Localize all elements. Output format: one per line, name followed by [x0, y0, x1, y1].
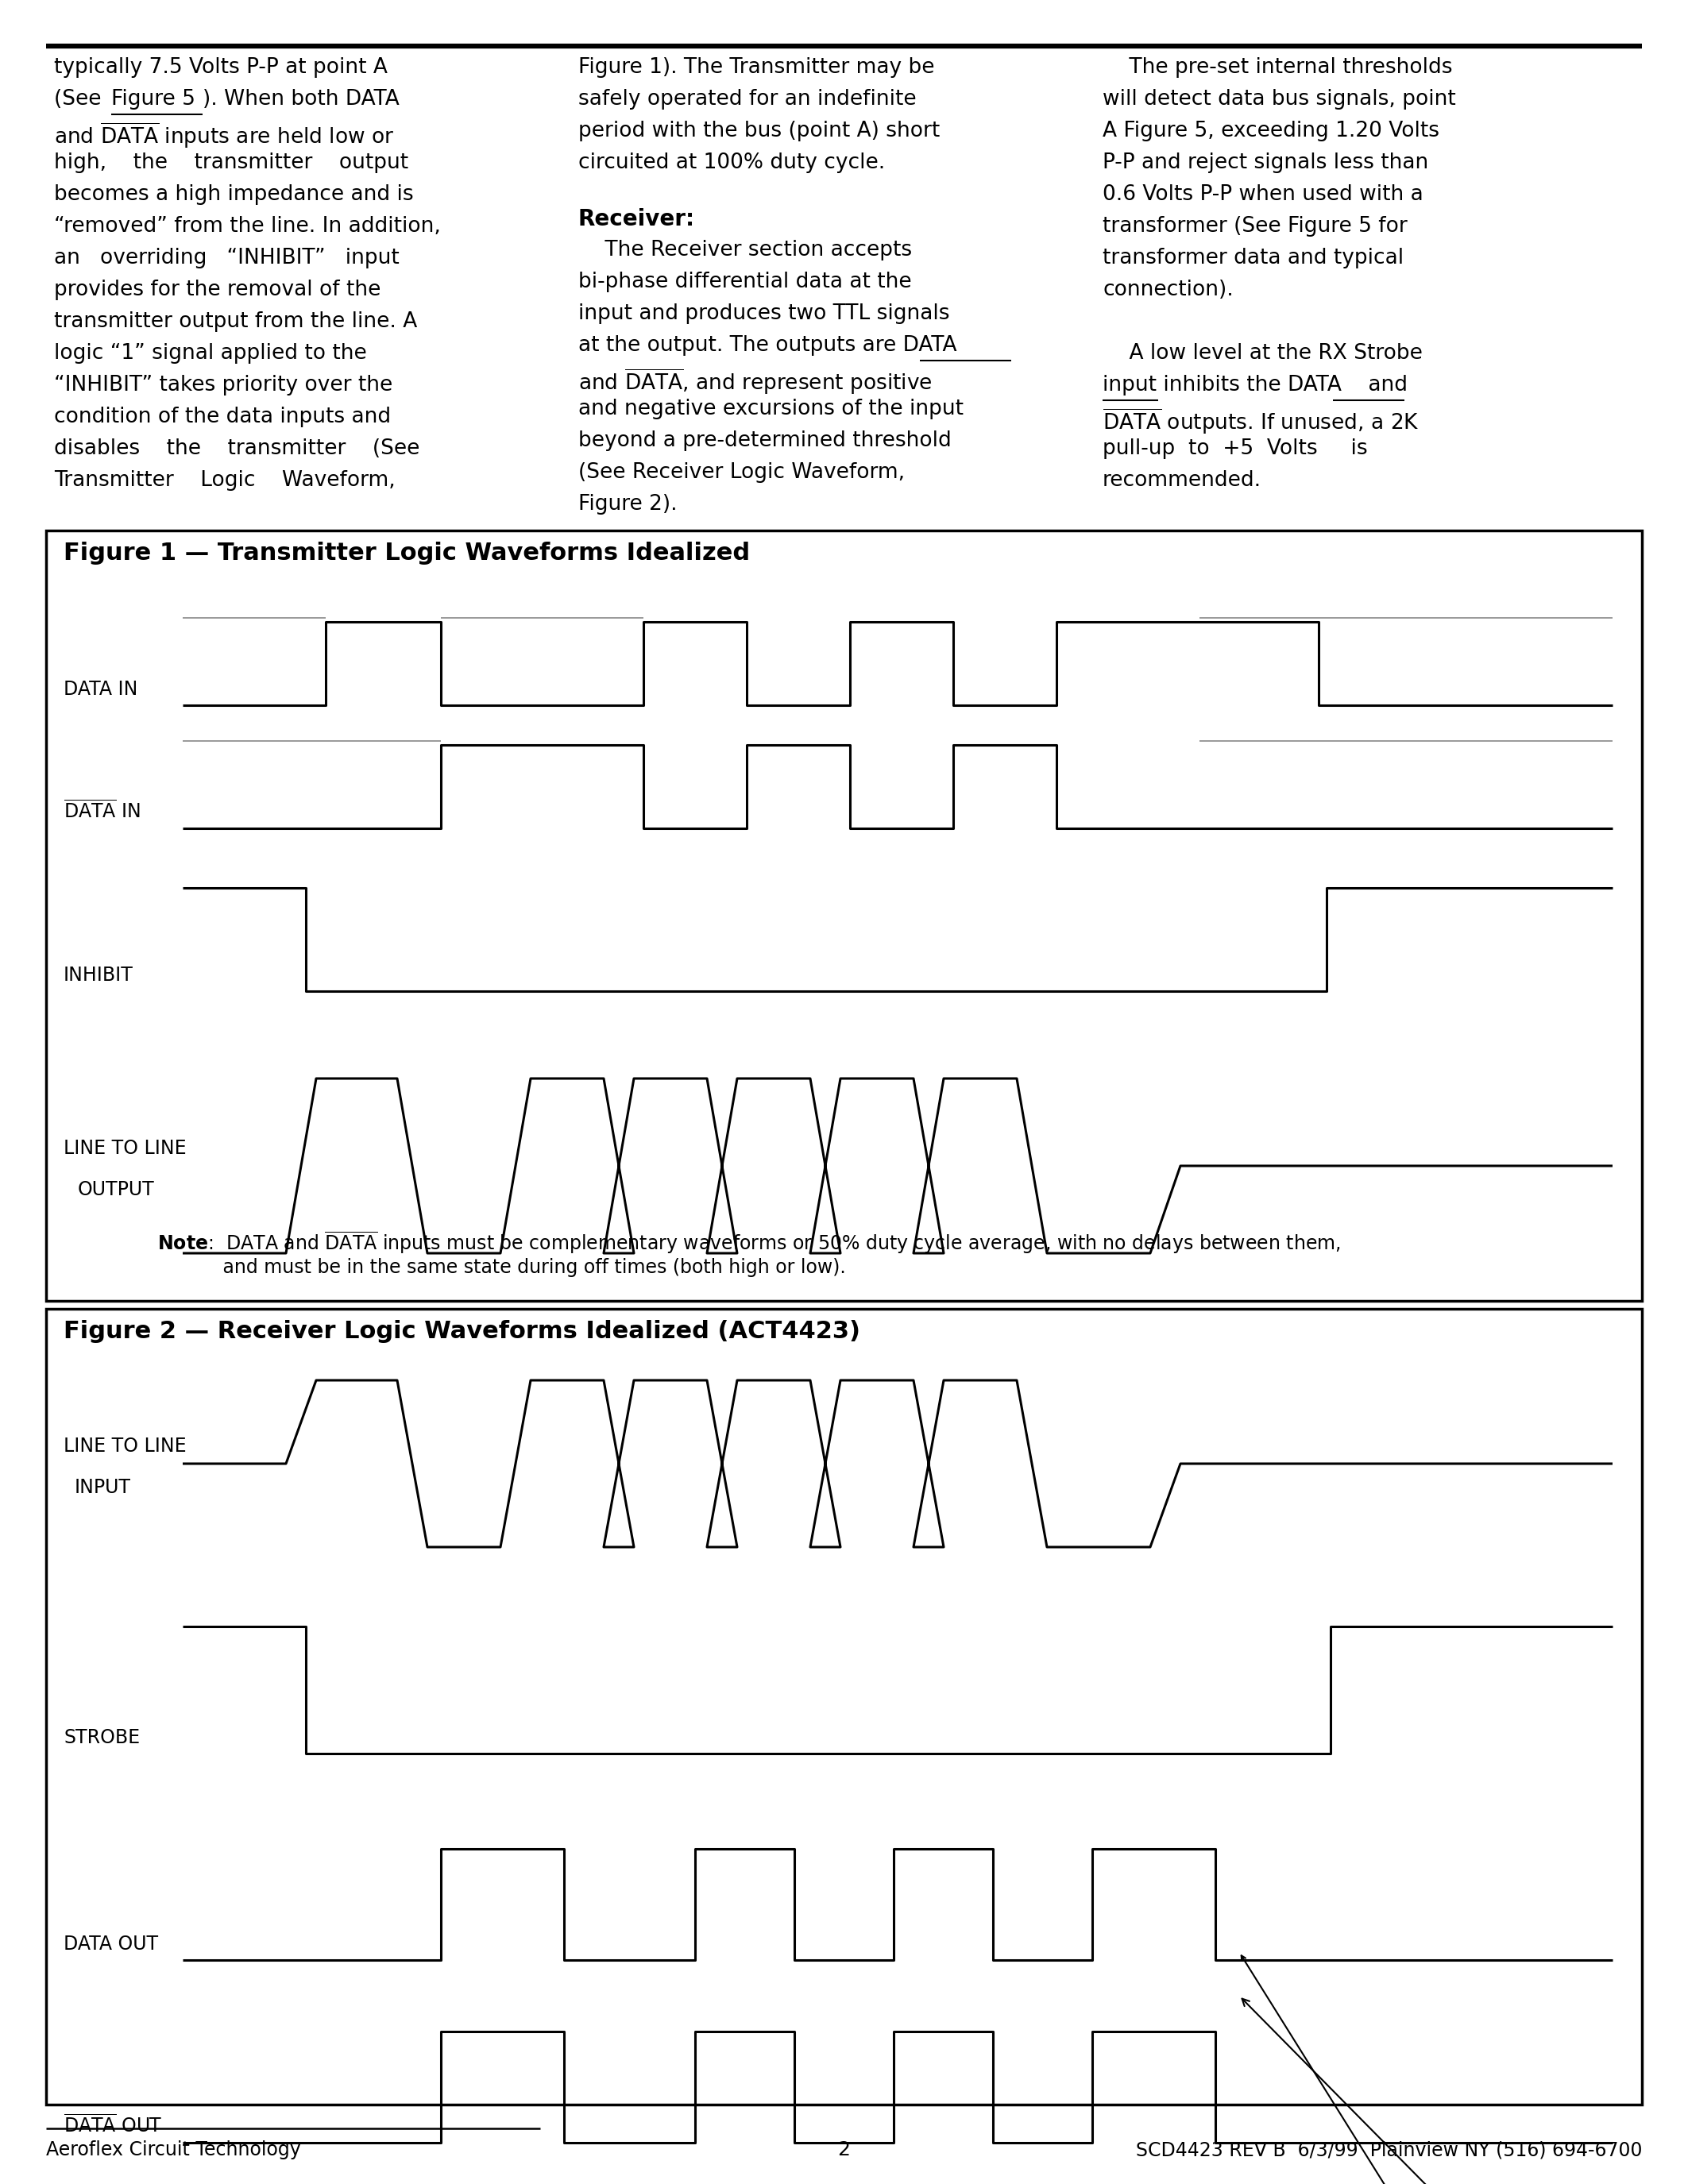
Text: input inhibits the DATA    and: input inhibits the DATA and [1102, 376, 1408, 395]
Text: ). When both DATA: ). When both DATA [203, 90, 400, 109]
Text: high,    the    transmitter    output: high, the transmitter output [54, 153, 408, 173]
Text: (See Receiver Logic Waveform,: (See Receiver Logic Waveform, [579, 463, 905, 483]
Text: STROBE: STROBE [64, 1728, 140, 1747]
Text: safely operated for an indefinite: safely operated for an indefinite [579, 90, 917, 109]
Text: transformer (See Figure 5 for: transformer (See Figure 5 for [1102, 216, 1408, 236]
Text: $\overline{\mathrm{DATA}}$ IN: $\overline{\mathrm{DATA}}$ IN [64, 799, 140, 821]
Text: A low level at the RX Strobe: A low level at the RX Strobe [1102, 343, 1423, 365]
Text: at the output. The outputs are DATA: at the output. The outputs are DATA [579, 334, 957, 356]
Text: 2: 2 [837, 2140, 851, 2160]
Text: (See: (See [54, 90, 108, 109]
Text: LINE TO LINE: LINE TO LINE [64, 1437, 186, 1457]
Text: transmitter output from the line. A: transmitter output from the line. A [54, 312, 417, 332]
Text: an   overriding   “INHIBIT”   input: an overriding “INHIBIT” input [54, 247, 400, 269]
Text: recommended.: recommended. [1102, 470, 1261, 491]
Text: bi-phase differential data at the: bi-phase differential data at the [579, 271, 912, 293]
Text: Receiver:: Receiver: [579, 207, 695, 229]
Text: and $\overline{\mathrm{DATA}}$ inputs are held low or: and $\overline{\mathrm{DATA}}$ inputs ar… [54, 120, 395, 151]
Bar [46, 531, 1642, 1302]
Text: Figure 1). The Transmitter may be: Figure 1). The Transmitter may be [579, 57, 935, 79]
Text: DATA IN: DATA IN [64, 679, 138, 699]
Text: “INHIBIT” takes priority over the: “INHIBIT” takes priority over the [54, 376, 393, 395]
Text: pull-up  to  +5  Volts     is: pull-up to +5 Volts is [1102, 439, 1367, 459]
Text: Transmitter    Logic    Waveform,: Transmitter Logic Waveform, [54, 470, 395, 491]
Text: provides for the removal of the: provides for the removal of the [54, 280, 381, 299]
Text: INHIBIT: INHIBIT [64, 965, 133, 985]
Text: A Figure 5, exceeding 1.20 Volts: A Figure 5, exceeding 1.20 Volts [1102, 120, 1440, 142]
Text: $\overline{\mathrm{DATA}}$ outputs. If unused, a 2K: $\overline{\mathrm{DATA}}$ outputs. If u… [1102, 406, 1420, 435]
Text: OUTPUT: OUTPUT [78, 1179, 155, 1199]
Text: SCD4423 REV B  6/3/99  Plainview NY (516) 694-6700: SCD4423 REV B 6/3/99 Plainview NY (516) … [1136, 2140, 1642, 2160]
Text: typically 7.5 Volts P-P at point A: typically 7.5 Volts P-P at point A [54, 57, 388, 79]
Text: “removed” from the line. In addition,: “removed” from the line. In addition, [54, 216, 441, 236]
Text: The Receiver section accepts: The Receiver section accepts [579, 240, 912, 260]
Text: disables    the    transmitter    (See: disables the transmitter (See [54, 439, 420, 459]
Text: LINE TO LINE: LINE TO LINE [64, 1138, 186, 1158]
Text: Figure 2 — Receiver Logic Waveforms Idealized (ACT4423): Figure 2 — Receiver Logic Waveforms Idea… [64, 1319, 861, 1343]
Text: transformer data and typical: transformer data and typical [1102, 247, 1404, 269]
Text: input and produces two TTL signals: input and produces two TTL signals [579, 304, 950, 323]
Text: period with the bus (point A) short: period with the bus (point A) short [579, 120, 940, 142]
Text: connection).: connection). [1102, 280, 1234, 299]
Text: Note overlap: Note overlap [1242, 1998, 1512, 2184]
Text: condition of the data inputs and: condition of the data inputs and [54, 406, 392, 428]
Text: Aeroflex Circuit Technology: Aeroflex Circuit Technology [46, 2140, 300, 2160]
Text: P-P and reject signals less than: P-P and reject signals less than [1102, 153, 1428, 173]
Text: $\mathbf{Note}$:  DATA and $\overline{\mathrm{DATA}}$ inputs must be complementa: $\mathbf{Note}$: DATA and $\overline{\ma… [157, 1230, 1340, 1256]
Text: and $\overline{\mathrm{DATA}}$, and represent positive: and $\overline{\mathrm{DATA}}$, and repr… [579, 367, 932, 395]
Text: Figure 2).: Figure 2). [579, 494, 677, 515]
Text: becomes a high impedance and is: becomes a high impedance and is [54, 183, 414, 205]
Text: 0.6 Volts P-P when used with a: 0.6 Volts P-P when used with a [1102, 183, 1423, 205]
Text: will detect data bus signals, point: will detect data bus signals, point [1102, 90, 1455, 109]
Text: INPUT: INPUT [74, 1479, 132, 1496]
Text: circuited at 100% duty cycle.: circuited at 100% duty cycle. [579, 153, 885, 173]
Text: beyond a pre-determined threshold: beyond a pre-determined threshold [579, 430, 952, 452]
Text: logic “1” signal applied to the: logic “1” signal applied to the [54, 343, 366, 365]
Text: DATA OUT: DATA OUT [64, 1935, 159, 1955]
Text: Figure 5: Figure 5 [111, 90, 196, 109]
Text: The pre-set internal thresholds: The pre-set internal thresholds [1102, 57, 1452, 79]
Text: and must be in the same state during off times (both high or low).: and must be in the same state during off… [157, 1258, 846, 1278]
Text: and negative excursions of the input: and negative excursions of the input [579, 400, 964, 419]
Bar [46, 1308, 1642, 2105]
Text: Figure 1 — Transmitter Logic Waveforms Idealized: Figure 1 — Transmitter Logic Waveforms I… [64, 542, 749, 566]
Text: $\overline{\mathrm{DATA}}$ OUT: $\overline{\mathrm{DATA}}$ OUT [64, 2114, 162, 2136]
